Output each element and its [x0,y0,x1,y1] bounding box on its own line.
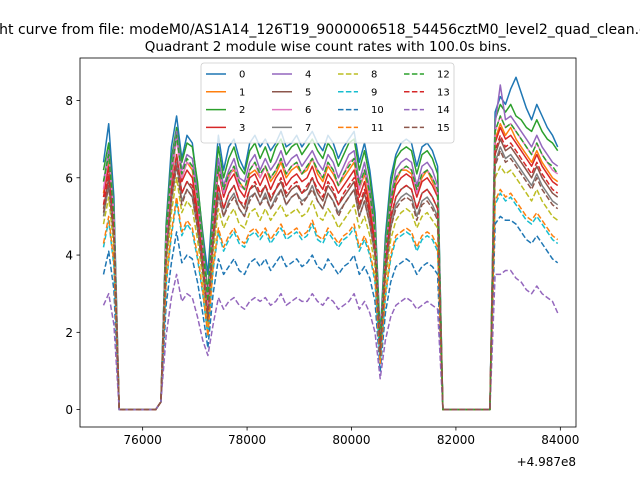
legend-label-12: 12 [437,70,450,81]
y-tick-label: 8 [65,94,73,108]
legend-label-13: 13 [437,87,450,98]
x-tick-label: 80000 [332,433,370,447]
x-tick-label: 82000 [437,433,475,447]
series-line-15 [102,149,559,411]
legend-label-15: 15 [437,123,450,134]
series-line-12 [102,115,559,411]
series-lines [102,76,559,411]
legend-label-1: 1 [239,87,245,98]
y-tick-label: 0 [65,403,73,417]
legend-label-7: 7 [305,123,311,134]
y-tick-label: 6 [65,171,73,185]
legend-box [200,62,455,144]
legend-label-0: 0 [239,70,245,81]
x-tick-label: 76000 [124,433,162,447]
axes-frame [79,57,577,428]
legend-label-2: 2 [239,105,245,116]
legend-label-11: 11 [371,123,384,134]
legend-label-4: 4 [305,70,311,81]
series-line-13 [102,134,559,411]
legend-label-5: 5 [305,87,311,98]
series-line-10 [102,215,559,411]
plot-area [102,76,559,411]
legend-label-10: 10 [371,105,384,116]
legend-label-6: 6 [305,105,311,116]
legend-label-8: 8 [371,70,377,81]
x-tick-label: 84000 [541,433,579,447]
legend-label-9: 9 [371,87,377,98]
axes: 76000 78000 80000 82000 84000 0 2 4 6 8 [65,57,579,447]
x-offset-label: +4.987e8 [517,455,576,469]
series-line-14 [102,269,559,411]
y-tick-label: 4 [65,249,73,263]
x-tick-label: 78000 [228,433,266,447]
y-tick-label: 2 [65,326,73,340]
chart-title: Quadrant 2 module wise count rates with … [145,39,511,55]
legend-label-14: 14 [437,105,450,116]
chart-suptitle: Light curve from file: modeM0/AS1A14_126… [0,22,640,38]
legend-label-3: 3 [239,123,245,134]
